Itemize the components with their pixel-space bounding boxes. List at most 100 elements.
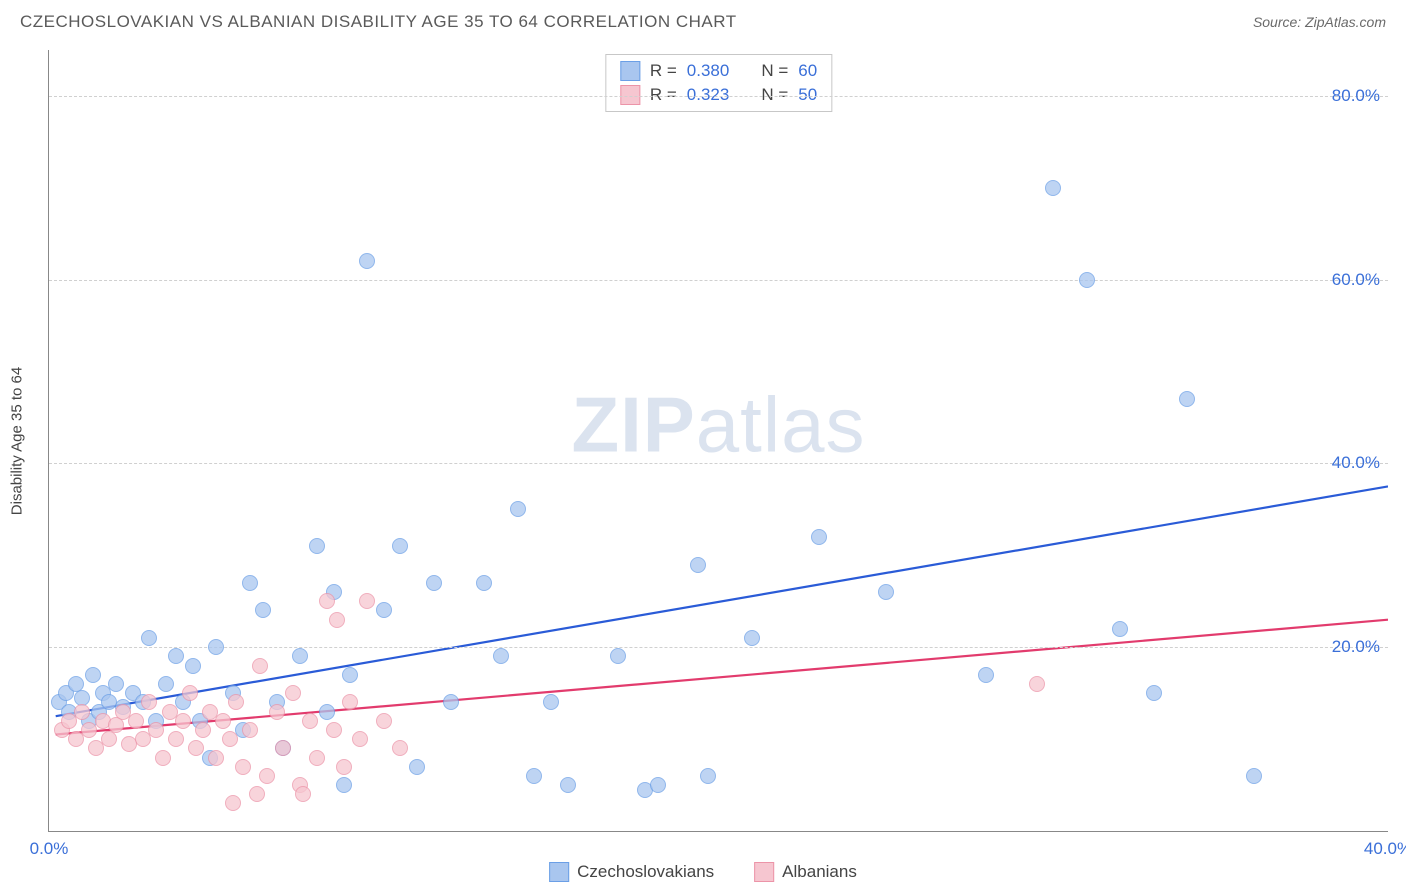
chart-title: CZECHOSLOVAKIAN VS ALBANIAN DISABILITY A… [20, 12, 737, 32]
data-point [309, 538, 325, 554]
data-point [376, 602, 392, 618]
stat-r-value: 0.380 [687, 61, 730, 81]
chart-legend: Czechoslovakians Albanians [549, 862, 857, 882]
data-point [242, 575, 258, 591]
data-point [255, 602, 271, 618]
data-point [1246, 768, 1262, 784]
data-point [188, 740, 204, 756]
legend-swatch [754, 862, 774, 882]
data-point [443, 694, 459, 710]
data-point [352, 731, 368, 747]
data-point [168, 648, 184, 664]
data-point [182, 685, 198, 701]
correlation-stats-box: R =0.380N =60R =0.323N =50 [605, 54, 832, 112]
data-point [302, 713, 318, 729]
legend-item: Czechoslovakians [549, 862, 714, 882]
data-point [242, 722, 258, 738]
data-point [319, 593, 335, 609]
legend-item: Albanians [754, 862, 857, 882]
data-point [249, 786, 265, 802]
data-point [342, 667, 358, 683]
y-axis-label: Disability Age 35 to 64 [9, 366, 26, 514]
watermark: ZIPatlas [571, 379, 865, 470]
data-point [329, 612, 345, 628]
stat-r-label: R = [650, 61, 677, 81]
data-point [74, 704, 90, 720]
data-point [222, 731, 238, 747]
data-point [476, 575, 492, 591]
data-point [155, 750, 171, 766]
data-point [141, 630, 157, 646]
data-point [1146, 685, 1162, 701]
data-point [392, 538, 408, 554]
data-point [409, 759, 425, 775]
data-point [493, 648, 509, 664]
stat-n-label: N = [761, 61, 788, 81]
data-point [195, 722, 211, 738]
trend-line [56, 486, 1388, 716]
data-point [811, 529, 827, 545]
data-point [269, 704, 285, 720]
data-point [560, 777, 576, 793]
data-point [208, 750, 224, 766]
y-tick-label: 60.0% [1332, 270, 1380, 290]
data-point [510, 501, 526, 517]
data-point [342, 694, 358, 710]
data-point [85, 667, 101, 683]
data-point [326, 722, 342, 738]
data-point [359, 253, 375, 269]
trend-line [56, 620, 1388, 735]
data-point [128, 713, 144, 729]
data-point [285, 685, 301, 701]
data-point [526, 768, 542, 784]
data-point [690, 557, 706, 573]
y-gridline [49, 96, 1388, 97]
data-point [175, 713, 191, 729]
data-point [295, 786, 311, 802]
data-point [185, 658, 201, 674]
data-point [878, 584, 894, 600]
y-tick-label: 20.0% [1332, 637, 1380, 657]
data-point [225, 795, 241, 811]
trend-lines [49, 50, 1388, 831]
data-point [610, 648, 626, 664]
data-point [543, 694, 559, 710]
legend-swatch [549, 862, 569, 882]
data-point [978, 667, 994, 683]
data-point [148, 722, 164, 738]
data-point [376, 713, 392, 729]
y-gridline [49, 280, 1388, 281]
data-point [141, 694, 157, 710]
data-point [101, 731, 117, 747]
data-point [158, 676, 174, 692]
data-point [228, 694, 244, 710]
data-point [336, 759, 352, 775]
data-point [309, 750, 325, 766]
legend-swatch [620, 61, 640, 81]
source-attribution: Source: ZipAtlas.com [1253, 14, 1386, 30]
data-point [1179, 391, 1195, 407]
data-point [1079, 272, 1095, 288]
data-point [359, 593, 375, 609]
data-point [108, 676, 124, 692]
data-point [168, 731, 184, 747]
data-point [650, 777, 666, 793]
data-point [1112, 621, 1128, 637]
y-gridline [49, 647, 1388, 648]
legend-label: Albanians [782, 862, 857, 882]
scatter-chart: ZIPatlas Disability Age 35 to 64 R =0.38… [48, 50, 1388, 832]
data-point [235, 759, 251, 775]
data-point [744, 630, 760, 646]
data-point [275, 740, 291, 756]
data-point [259, 768, 275, 784]
data-point [108, 717, 124, 733]
data-point [1029, 676, 1045, 692]
data-point [292, 648, 308, 664]
data-point [1045, 180, 1061, 196]
y-gridline [49, 463, 1388, 464]
legend-label: Czechoslovakians [577, 862, 714, 882]
data-point [208, 639, 224, 655]
data-point [215, 713, 231, 729]
data-point [392, 740, 408, 756]
x-tick-label: 0.0% [30, 839, 69, 859]
